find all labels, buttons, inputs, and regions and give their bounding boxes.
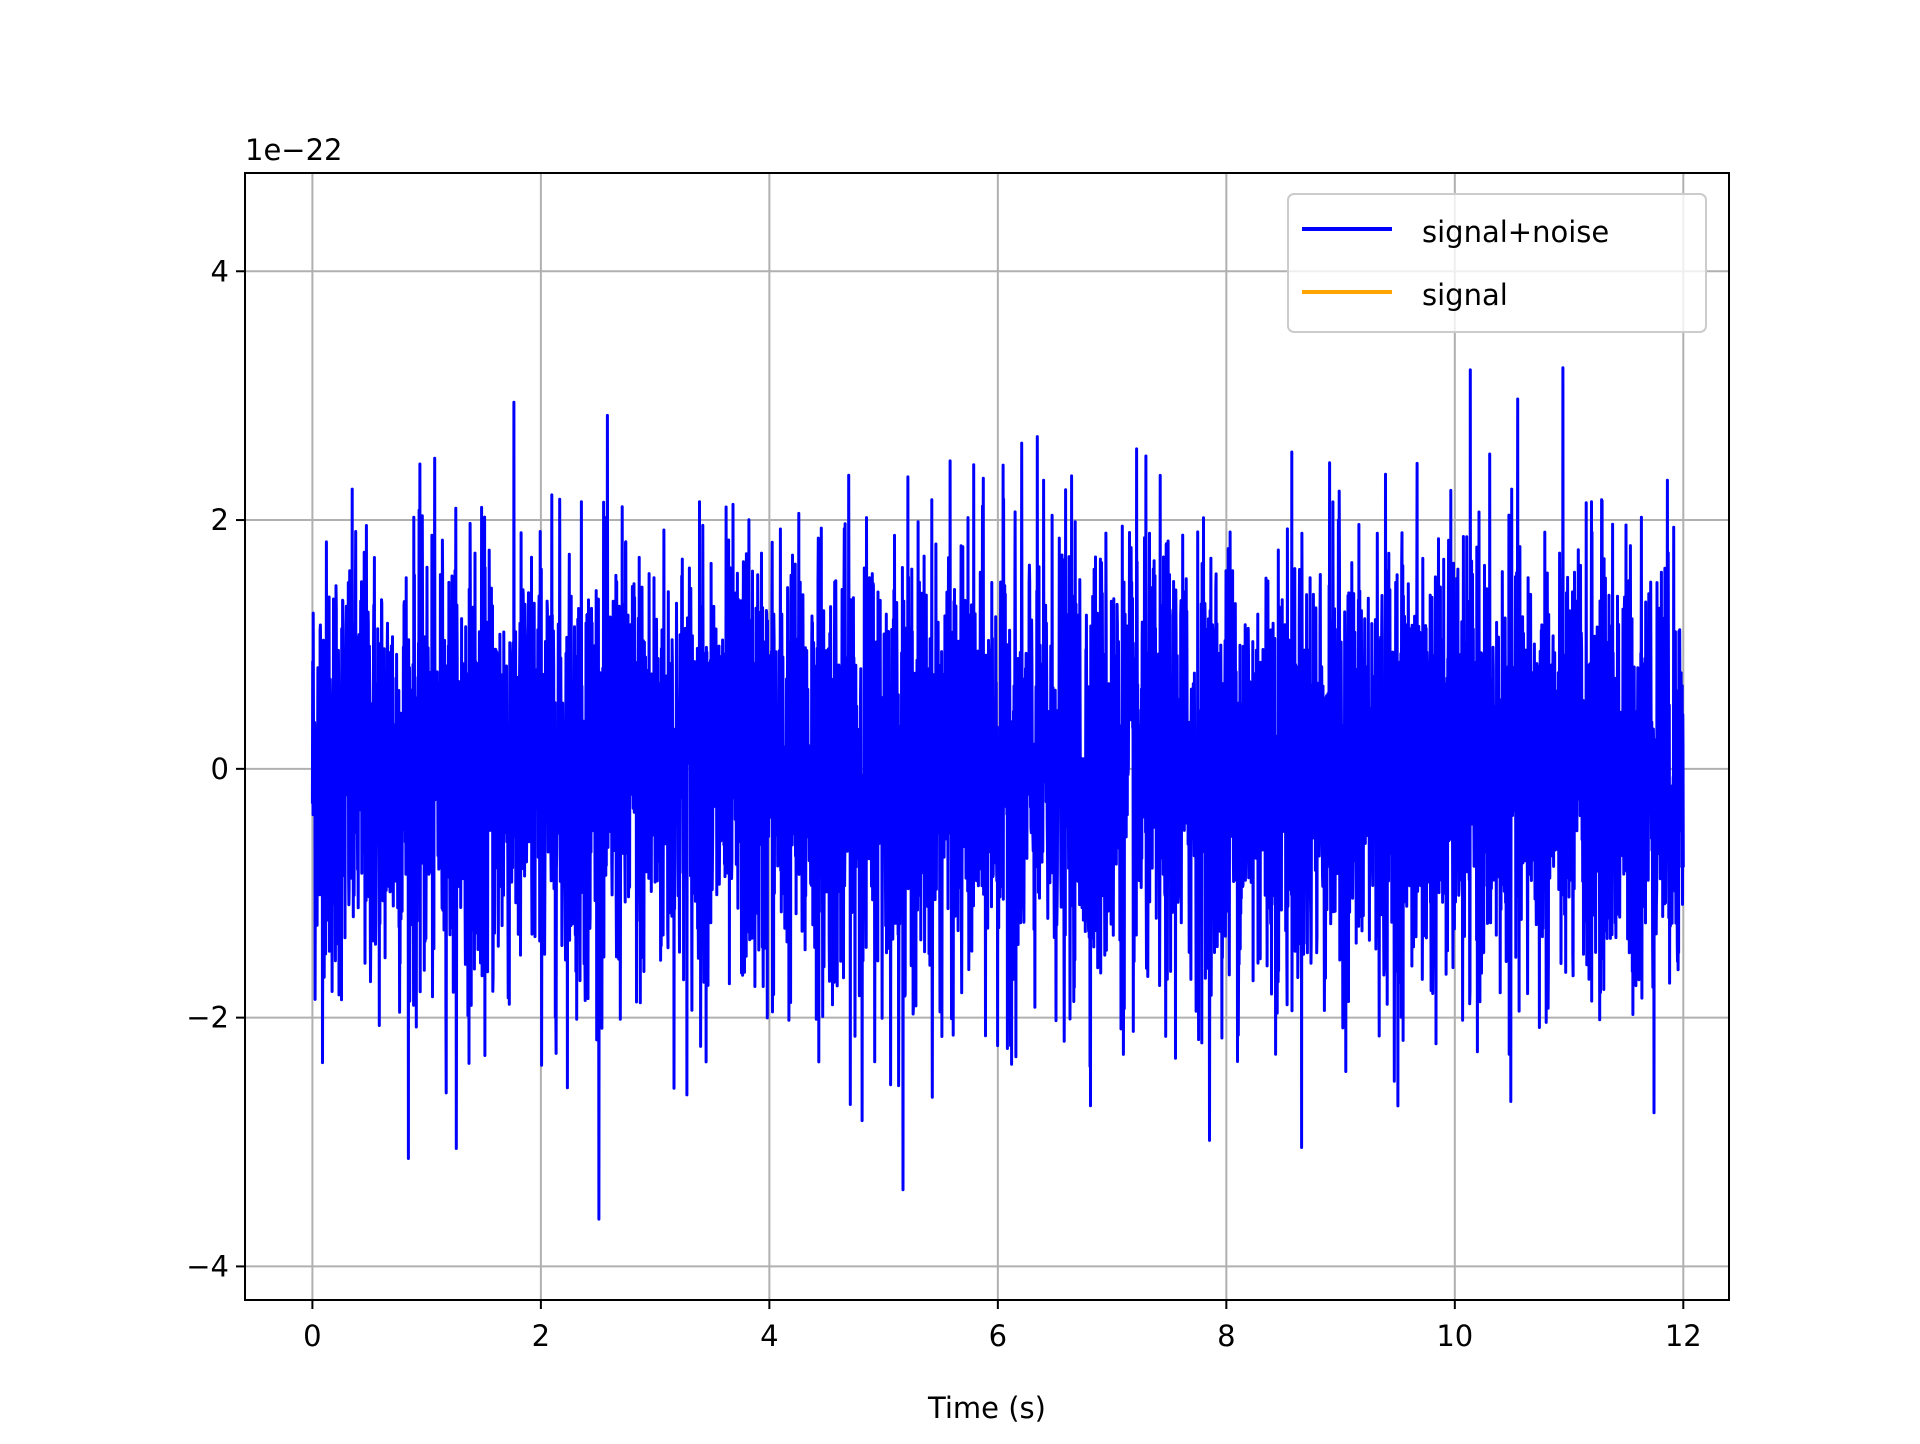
legend-label-signal: signal: [1422, 278, 1508, 312]
y-tick-label: 4: [211, 254, 229, 288]
legend: signal+noise signal: [1287, 193, 1707, 333]
y-tick-label: −2: [186, 1001, 229, 1035]
axes-frame: [244, 172, 1730, 1301]
x-axis-label: Time (s): [927, 1391, 1046, 1425]
series-line-signal-noise: [310, 366, 1685, 1221]
plot-area: [310, 366, 1685, 1221]
y-offset-text: 1e−22: [245, 133, 343, 167]
y-tick-label: 0: [211, 752, 229, 786]
x-tick-label: 2: [532, 1319, 550, 1353]
legend-label-signal-noise: signal+noise: [1422, 215, 1609, 249]
ticks: 0 2 4 6 8 10 12 −4 −2 0 2 4: [186, 254, 1702, 1353]
x-tick-label: 4: [760, 1319, 778, 1353]
legend-box: [1287, 193, 1707, 333]
x-tick-label: 6: [989, 1319, 1007, 1353]
y-tick-label: −4: [186, 1249, 229, 1283]
x-tick-label: 8: [1217, 1319, 1235, 1353]
x-tick-label: 12: [1665, 1319, 1702, 1353]
x-tick-label: 0: [303, 1319, 321, 1353]
x-tick-label: 10: [1436, 1319, 1473, 1353]
y-tick-label: 2: [211, 503, 229, 537]
